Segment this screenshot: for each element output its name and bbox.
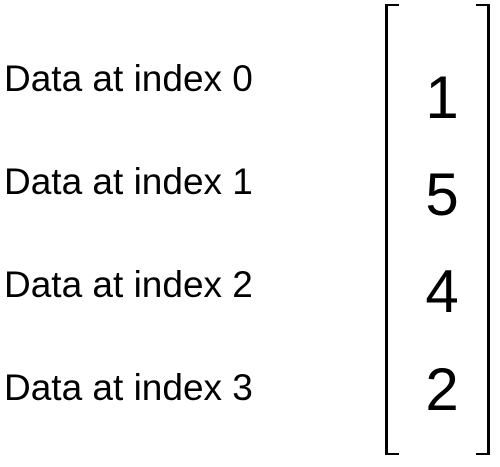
right-bracket	[476, 4, 490, 455]
index-label-3: Data at index 3	[4, 367, 253, 408]
array-value-3: 2	[425, 356, 459, 423]
array-value-1: 5	[425, 161, 459, 228]
index-label-2: Data at index 2	[4, 264, 253, 305]
array-value-0: 1	[425, 64, 459, 131]
array-value-2: 4	[425, 258, 459, 325]
index-label-1: Data at index 1	[4, 161, 253, 202]
left-bracket	[385, 4, 399, 455]
index-label-0: Data at index 0	[4, 58, 253, 99]
